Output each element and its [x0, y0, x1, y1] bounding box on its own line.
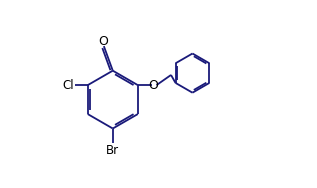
- Text: Cl: Cl: [62, 79, 74, 92]
- Text: O: O: [98, 35, 108, 48]
- Text: O: O: [148, 79, 158, 92]
- Text: Br: Br: [106, 144, 119, 157]
